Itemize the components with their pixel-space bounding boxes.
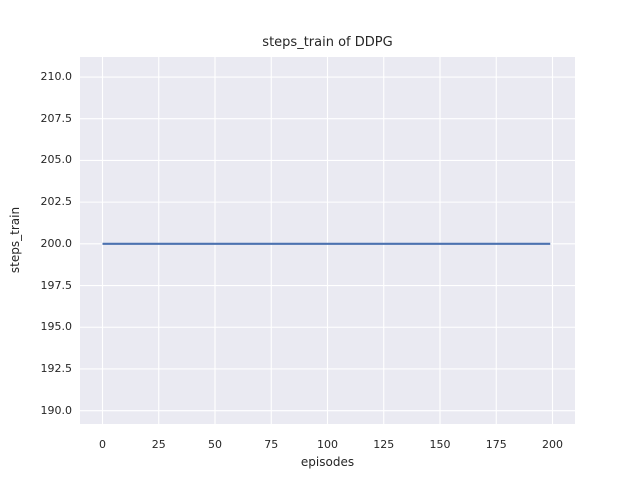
y-tick-label: 202.5 (40, 195, 73, 209)
y-tick-label: 190.0 (40, 403, 73, 417)
x-tick-label: 75 (264, 438, 279, 451)
y-tick-label: 197.5 (40, 278, 73, 292)
y-tick-label: 205.0 (40, 153, 73, 167)
y-tick-label: 200.0 (40, 236, 73, 250)
x-tick-label: 150 (429, 438, 451, 451)
y-tick-label: 195.0 (40, 320, 73, 334)
x-tick-label: 200 (542, 438, 563, 451)
x-tick-label: 175 (485, 438, 507, 451)
x-tick-label: 25 (151, 438, 166, 451)
x-tick-label: 50 (208, 438, 222, 451)
y-tick-label: 192.5 (40, 361, 73, 375)
plot-area (80, 57, 575, 424)
x-tick-label: 0 (99, 438, 106, 451)
x-tick-label: 125 (373, 438, 395, 451)
y-axis-label: steps_train (8, 206, 22, 274)
y-tick-label: 210.0 (40, 70, 73, 84)
x-tick-label: 100 (317, 438, 338, 451)
plot-canvas (80, 57, 575, 424)
chart-title: steps_train of DDPG (262, 35, 393, 50)
y-tick-label: 207.5 (40, 111, 73, 125)
x-axis-label: episodes (300, 455, 355, 469)
